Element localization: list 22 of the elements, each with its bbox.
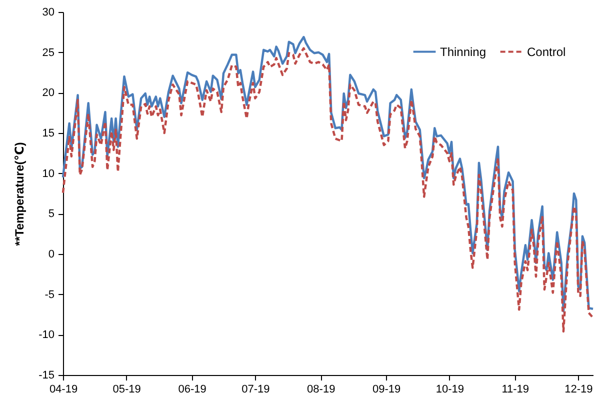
y-tick-label: 15	[42, 128, 54, 140]
y-tick-label: 30	[42, 6, 54, 18]
y-tick-label: 25	[42, 46, 54, 59]
x-tick-label: 11-19	[502, 384, 530, 396]
legend-label: Thinning	[440, 44, 486, 59]
y-tick-label: -5	[44, 288, 54, 301]
y-tick-label: -15	[38, 370, 54, 382]
x-tick-label: 09-19	[372, 384, 401, 396]
x-tick-label: 12-19	[564, 384, 593, 396]
x-tick-label: 10-19	[436, 384, 464, 396]
x-tick-label: 06-19	[178, 384, 206, 396]
x-tick-label: 07-19	[242, 384, 270, 396]
y-tick-label: 20	[42, 87, 54, 100]
x-tick-label: 05-19	[112, 384, 141, 396]
legend-label: Control	[527, 44, 566, 59]
y-tick-label: -10	[38, 329, 54, 342]
y-axis-title: **Temperature(℃)	[12, 142, 27, 246]
y-tick-label: 5	[48, 208, 54, 220]
x-tick-label: 08-19	[307, 384, 336, 396]
x-tick-label: 04-19	[49, 384, 78, 396]
y-tick-label: 0	[48, 248, 54, 260]
y-tick-label: 10	[42, 168, 54, 180]
